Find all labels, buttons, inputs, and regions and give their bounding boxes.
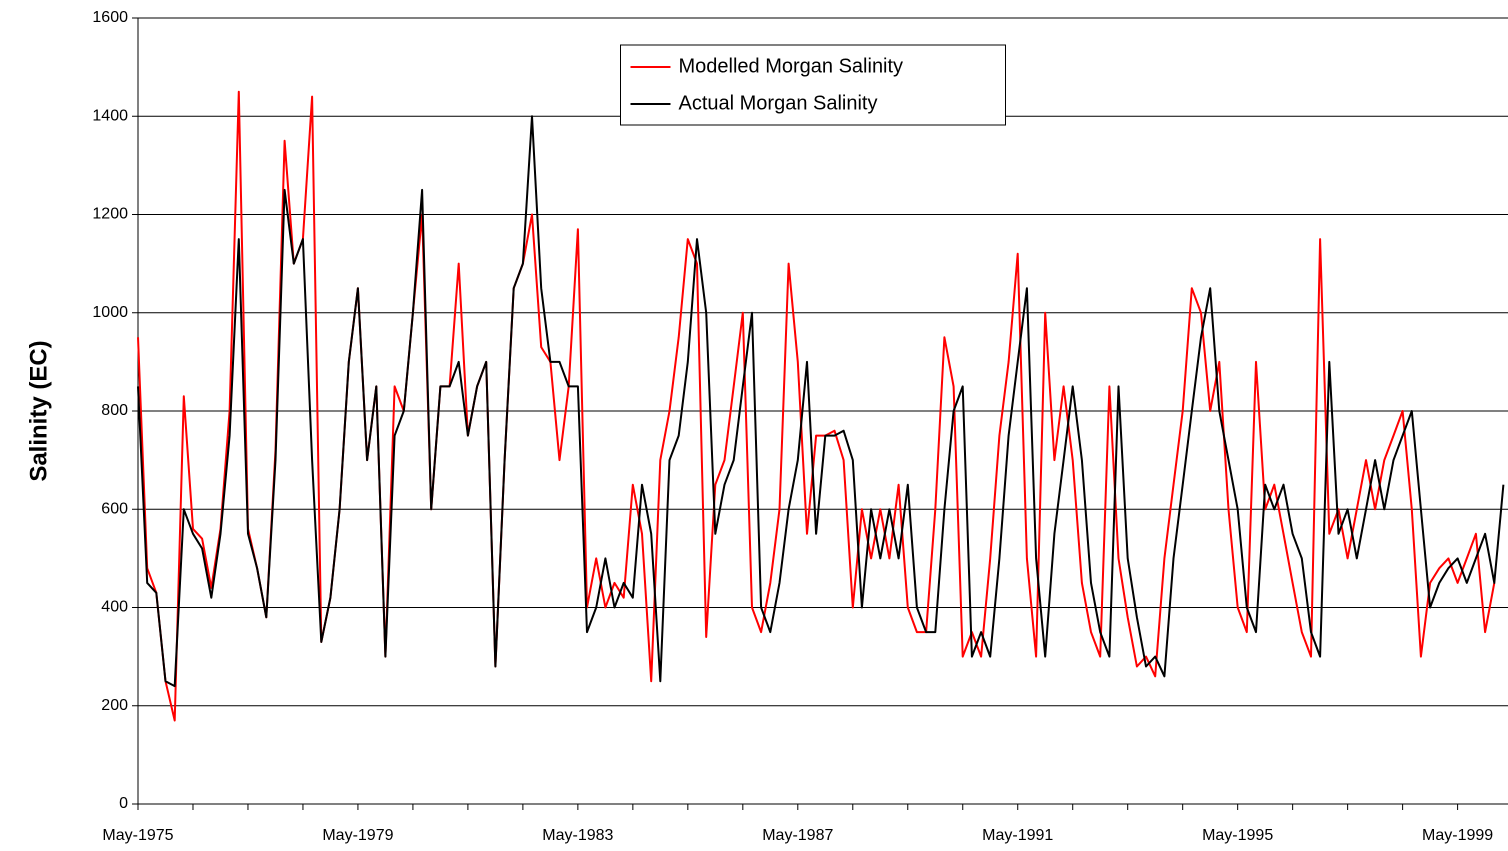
- legend-label: Actual Morgan Salinity: [679, 92, 878, 114]
- x-tick-label: May-1991: [982, 827, 1053, 844]
- series-line: [137, 90, 1496, 722]
- x-tick-label: May-1999: [1422, 827, 1493, 844]
- legend-label: Modelled Morgan Salinity: [679, 55, 904, 77]
- y-tick-label: 1400: [92, 107, 128, 124]
- x-tick-label: May-1975: [102, 827, 173, 844]
- x-tick-label: May-1979: [322, 827, 393, 844]
- x-tick-label: May-1995: [1202, 827, 1273, 844]
- series-line: [137, 115, 1505, 688]
- legend: Modelled Morgan Salinity Actual Morgan Sa…: [620, 44, 1006, 126]
- y-tick-label: 1000: [92, 304, 128, 321]
- legend-box: [620, 44, 1006, 126]
- y-tick-label: 0: [119, 795, 128, 812]
- y-tick-label: 600: [101, 500, 128, 517]
- x-tick-label: May-1987: [762, 827, 833, 844]
- y-tick-label: 1200: [92, 206, 128, 223]
- y-tick-label: 400: [101, 599, 128, 616]
- x-tick-label: May-1983: [542, 827, 613, 844]
- y-axis-title: Salinity (EC): [25, 340, 52, 481]
- y-tick-label: 800: [101, 402, 128, 419]
- y-tick-label: 200: [101, 697, 128, 714]
- y-tick-label: 1600: [92, 9, 128, 26]
